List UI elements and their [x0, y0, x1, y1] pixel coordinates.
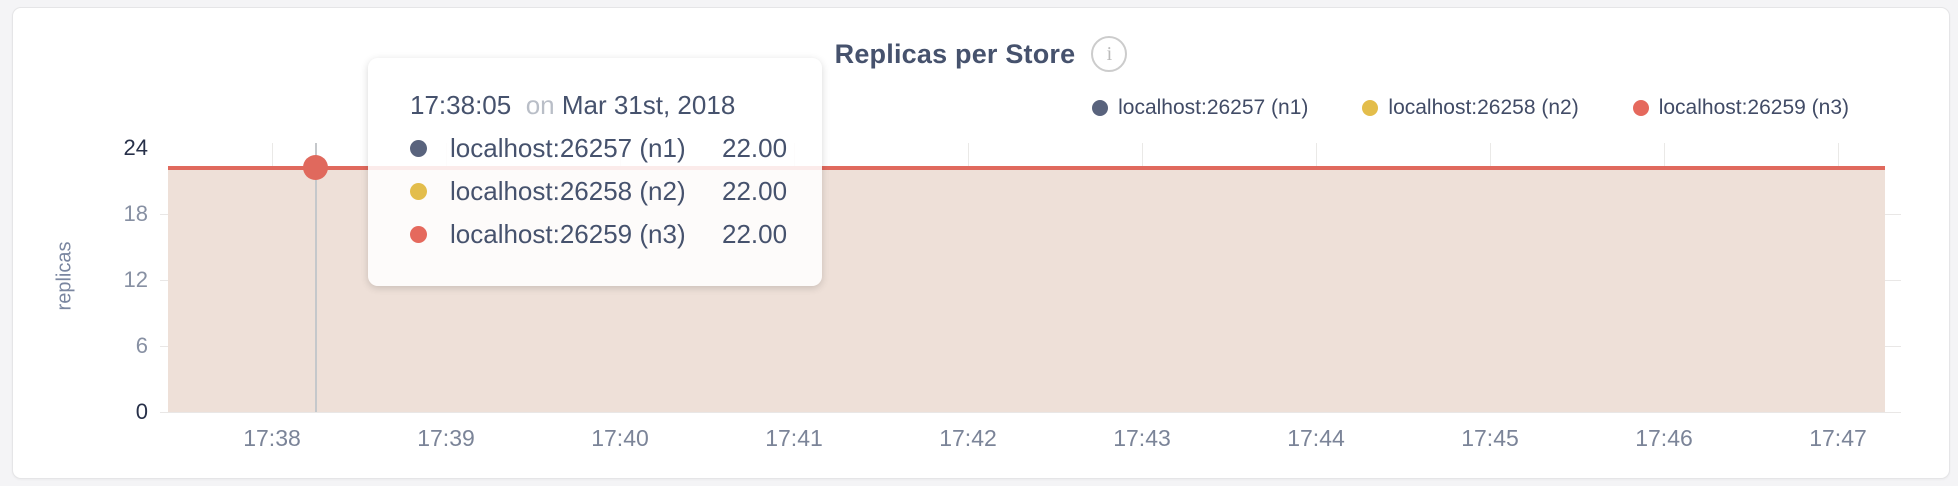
hover-crosshair	[315, 143, 317, 412]
tooltip-series-value: 22.00	[722, 133, 788, 163]
tooltip-row: localhost:26257 (n1) 22.00	[410, 133, 822, 164]
series-dot-n3	[410, 226, 427, 243]
chart-plot[interactable]: replicas 17:38 17:39 17:40 17:41 17:42 17:43 1…	[13, 8, 1949, 478]
legend-dot-n1	[1092, 100, 1109, 116]
x-tick-label: 17:44	[1287, 425, 1345, 451]
y-tick-label: 12	[123, 267, 148, 292]
info-icon[interactable]: i	[1091, 36, 1128, 72]
legend-label-n2: localhost:26258 (n2)	[1388, 96, 1579, 119]
series-line	[168, 166, 1885, 170]
legend-dot-n2	[1362, 100, 1379, 116]
y-tick-label: 18	[123, 201, 148, 226]
x-tick-label: 17:38	[243, 425, 301, 451]
tooltip-series-value: 22.00	[722, 219, 788, 249]
x-tick-label: 17:41	[765, 425, 823, 451]
x-tick-label: 17:47	[1809, 425, 1867, 451]
y-tick-label: 6	[135, 333, 148, 358]
tooltip-series-value: 22.00	[722, 176, 788, 206]
tooltip-header: 17:38:05 on Mar 31st, 2018	[410, 90, 736, 120]
legend-item-n3[interactable]: localhost:26259 (n3)	[1632, 96, 1849, 120]
legend-label-n1: localhost:26257 (n1)	[1118, 96, 1309, 119]
x-tick-label: 17:42	[939, 425, 997, 451]
x-tick-label: 17:39	[417, 425, 475, 451]
tooltip-row: localhost:26258 (n2) 22.00	[410, 176, 822, 207]
tooltip-time: 17:38:05	[410, 90, 512, 120]
tooltip-series-name: localhost:26258 (n2)	[450, 176, 686, 206]
legend-label-n3: localhost:26259 (n3)	[1658, 96, 1849, 119]
chart-card: Replicas per Store i localhost:26257 (n1…	[12, 7, 1950, 479]
y-tick-label: 0	[135, 399, 148, 424]
x-tick-label: 17:46	[1635, 425, 1693, 451]
x-tick-label: 17:45	[1461, 425, 1519, 451]
x-tick-label: 17:40	[591, 425, 649, 451]
x-axis-baseline	[160, 412, 1901, 413]
y-tick-label: 24	[123, 135, 148, 160]
chart-header: Replicas per Store i	[13, 36, 1949, 72]
chart-tooltip: 17:38:05 on Mar 31st, 2018 localhost:262…	[368, 58, 822, 286]
legend-dot-n3	[1632, 100, 1649, 116]
legend: localhost:26257 (n1) localhost:26258 (n2…	[1092, 96, 1849, 120]
x-tick-label: 17:43	[1113, 425, 1171, 451]
legend-item-n1[interactable]: localhost:26257 (n1)	[1092, 96, 1308, 120]
series-dot-n1	[410, 140, 427, 157]
tooltip-series-name: localhost:26257 (n1)	[450, 133, 686, 163]
legend-item-n2[interactable]: localhost:26258 (n2)	[1362, 96, 1579, 120]
chart-title: Replicas per Store	[834, 38, 1076, 69]
series-dot-n2	[410, 183, 427, 200]
tooltip-preposition	[518, 90, 525, 120]
tooltip-row: localhost:26259 (n3) 22.00	[410, 219, 822, 250]
tooltip-date: Mar 31st, 2018	[561, 90, 736, 120]
tooltip-series-name: localhost:26259 (n3)	[450, 219, 686, 249]
hover-point-dot	[303, 155, 328, 180]
